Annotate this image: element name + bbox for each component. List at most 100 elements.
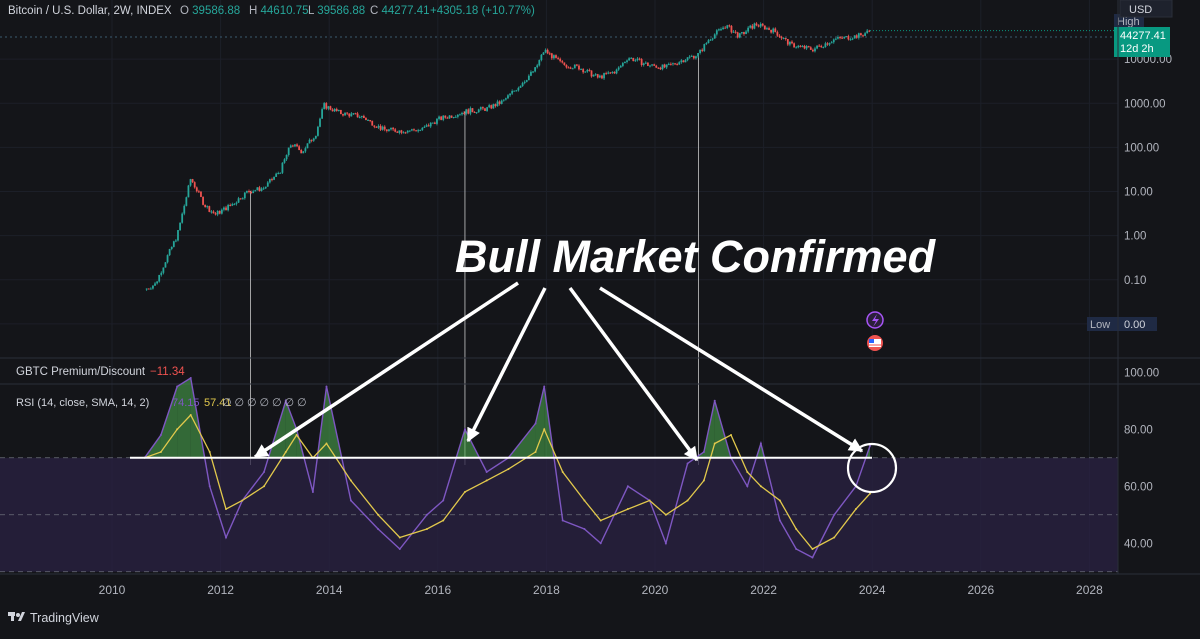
- candle-body: [807, 46, 810, 48]
- rsi-point: [713, 399, 716, 402]
- candle-body: [703, 44, 706, 51]
- candle-body: [682, 60, 685, 63]
- rsi-sma-point: [811, 547, 814, 550]
- rsi-sma-point: [534, 451, 537, 454]
- candle-body: [615, 69, 618, 74]
- gbtc-pane[interactable]: GBTC Premium/Discount −11.34: [16, 366, 185, 378]
- candle-body: [392, 127, 395, 130]
- rsi-point: [702, 451, 705, 454]
- candle-body: [686, 57, 689, 61]
- candle-body: [740, 32, 743, 34]
- symbol-legend[interactable]: Bitcoin / U.S. Dollar, 2W, INDEX O 39586…: [8, 5, 535, 17]
- na-marker: ∅: [272, 397, 282, 409]
- candle-body: [252, 191, 255, 193]
- candle-body: [281, 162, 284, 173]
- candle-body: [519, 86, 522, 88]
- candle-body: [655, 65, 658, 68]
- candle-body: [663, 64, 666, 68]
- candle-body: [860, 33, 862, 36]
- candle-body: [233, 203, 236, 205]
- candle-body: [820, 45, 823, 48]
- candle-body: [200, 191, 202, 197]
- candle-body: [164, 262, 167, 268]
- rsi-pane[interactable]: 100.00 80.00 60.00 40.00 RSI (14, close, SM…: [0, 367, 1159, 573]
- price-pane[interactable]: [0, 22, 1118, 465]
- candle-body: [504, 98, 507, 100]
- annotation-layer[interactable]: Bull Market Confirmed: [130, 231, 937, 494]
- rsi-legend[interactable]: RSI (14, close, SMA, 14, 2) 74.15 57.41 …: [16, 397, 307, 409]
- candle-body: [559, 58, 562, 62]
- candle-body: [797, 45, 800, 48]
- candle-body: [868, 30, 871, 32]
- lightning-icon[interactable]: [866, 311, 884, 329]
- candle-body: [613, 71, 616, 74]
- candle-body: [197, 191, 200, 193]
- rsi-point: [176, 385, 179, 388]
- candle-body: [306, 143, 309, 149]
- time-axis-label: 2014: [316, 583, 343, 597]
- candle-body: [314, 135, 317, 139]
- candle-body: [715, 30, 718, 35]
- candle-body: [755, 23, 758, 26]
- rsi-point: [543, 385, 546, 388]
- candle-body: [523, 81, 526, 84]
- candle-body: [649, 65, 651, 67]
- rsi-sma-point: [225, 508, 228, 511]
- candle-body: [162, 267, 165, 273]
- current-countdown-label: 12d 2h: [1120, 43, 1154, 55]
- rsi-point: [759, 442, 762, 445]
- candle-body: [183, 205, 186, 214]
- candle-body: [379, 125, 382, 130]
- rsi-sma-point: [398, 536, 401, 539]
- candle-body: [262, 188, 265, 190]
- candle-body: [268, 179, 271, 183]
- candle-body: [216, 210, 219, 215]
- currency-button[interactable]: USD: [1119, 0, 1173, 18]
- candle-body: [816, 45, 818, 49]
- candle-body: [847, 36, 850, 40]
- rsi-tick-label: 40.00: [1124, 538, 1153, 550]
- rsi-tick-label: 80.00: [1124, 424, 1153, 436]
- candle-body: [304, 148, 307, 152]
- candle-body: [371, 120, 374, 126]
- candle-body: [713, 34, 716, 39]
- candle-body: [446, 117, 449, 119]
- candle-body: [181, 213, 184, 223]
- candle-body: [350, 113, 353, 117]
- candle-body: [705, 43, 708, 45]
- candle-body: [809, 47, 812, 50]
- candle-body: [607, 72, 610, 74]
- us-flag-icon[interactable]: [867, 335, 883, 351]
- candle-body: [500, 100, 503, 104]
- tradingview-logo[interactable]: TradingView: [8, 611, 100, 625]
- candle-body: [494, 104, 497, 107]
- candle-body: [851, 38, 854, 40]
- time-axis-label: 2016: [424, 583, 451, 597]
- candle-body: [279, 172, 282, 174]
- candle-body: [383, 126, 386, 130]
- candle-body: [204, 204, 207, 208]
- candle-body: [521, 83, 524, 87]
- rsi-sma-point: [686, 499, 689, 502]
- candle-body: [734, 31, 737, 33]
- candle-body: [667, 63, 670, 65]
- candle-body: [471, 108, 474, 113]
- candle-body: [329, 106, 332, 110]
- time-axis[interactable]: 2010 2012 2014 2016 2018 2020 2022 2024 2026 2028: [99, 583, 1103, 597]
- candle-body: [784, 37, 787, 40]
- candle-body: [358, 117, 361, 119]
- candle-body: [557, 57, 559, 59]
- candle-body: [515, 90, 518, 92]
- arrow-2024: [599, 286, 864, 453]
- candle-body: [400, 130, 403, 133]
- low-value: 39586.88: [317, 5, 365, 17]
- time-axis-label: 2024: [859, 583, 886, 597]
- na-marker: ∅: [285, 397, 295, 409]
- candle-body: [661, 64, 664, 70]
- annotation-text: Bull Market Confirmed: [455, 231, 937, 282]
- candle-body: [720, 29, 722, 31]
- rsi-point: [583, 528, 586, 530]
